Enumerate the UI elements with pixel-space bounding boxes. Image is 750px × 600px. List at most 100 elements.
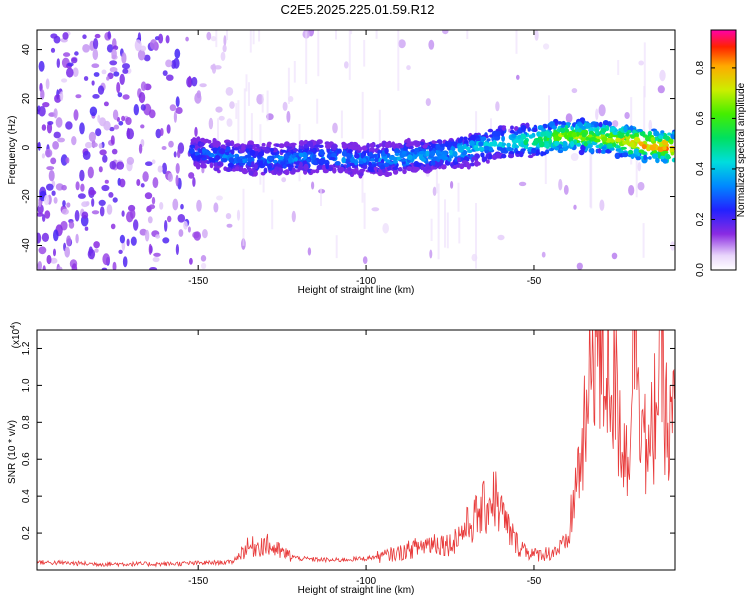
heatmap-signal-cell <box>513 139 520 143</box>
heatmap-signal-cell <box>568 136 574 142</box>
heatmap-noise-cell <box>81 211 89 219</box>
heatmap-signal-cell <box>635 156 641 161</box>
heatmap-noise-cell <box>74 210 80 222</box>
heatmap-signal-cell <box>298 140 305 146</box>
heatmap-noise-cell <box>432 186 437 196</box>
heatmap-noise-cell <box>598 104 606 117</box>
heatmap-signal-cell <box>278 143 285 149</box>
heatmap-noise-cell <box>122 256 128 268</box>
heatmap-signal-cell <box>537 125 544 131</box>
heatmap-noise-cell <box>169 104 177 112</box>
heatmap-noise-cell <box>55 117 63 128</box>
heatmap-signal-cell <box>253 163 258 170</box>
heatmap-noise-cell <box>61 208 69 215</box>
heatmap-noise-cell <box>72 67 79 77</box>
heatmap-x-tick-label: -150 <box>188 276 208 287</box>
heatmap-signal-cell <box>633 132 640 138</box>
heatmap-signal-cell <box>498 141 503 147</box>
heatmap-noise-cell <box>151 196 156 205</box>
heatmap-signal-cell <box>206 160 211 165</box>
heatmap-noise-cell <box>38 106 46 117</box>
heatmap-noise-cell <box>93 38 99 50</box>
heatmap-noise-cell <box>142 171 149 182</box>
heatmap-signal-cell <box>551 125 557 130</box>
heatmap-noise-cell <box>92 94 100 99</box>
heatmap-noise-cell <box>362 256 368 264</box>
heatmap-streak <box>350 30 353 35</box>
heatmap-signal-cell <box>368 152 373 157</box>
heatmap-signal-cell <box>312 154 317 158</box>
heatmap-signal-cell <box>657 152 662 159</box>
heatmap-signal-cell <box>392 156 398 161</box>
heatmap-noise-cell <box>93 72 100 77</box>
heatmap-y-tick-label: 20 <box>21 93 32 105</box>
heatmap-noise-cell <box>91 80 95 86</box>
heatmap-streak <box>435 157 438 194</box>
heatmap-noise-cell <box>82 150 91 160</box>
heatmap-noise-cell <box>659 69 666 82</box>
heatmap-noise-cell <box>37 261 42 270</box>
heatmap-noise-cell <box>79 169 85 182</box>
heatmap-noise-cell <box>110 135 115 145</box>
heatmap-signal-cell <box>366 142 370 149</box>
heatmap-signal-cell <box>217 162 222 166</box>
heatmap-signal-cell <box>623 125 628 132</box>
heatmap-streak <box>515 30 518 54</box>
snr-y-tick-label: 0.6 <box>21 452 32 466</box>
heatmap-signal-cell <box>621 152 629 158</box>
heatmap-signal-cell <box>478 141 484 147</box>
heatmap-signal-cell <box>616 145 621 149</box>
heatmap-noise-cell <box>41 153 46 159</box>
heatmap-signal-cell <box>298 152 304 158</box>
heatmap-signal-cell <box>652 143 657 148</box>
heatmap-signal-cell <box>652 149 657 154</box>
heatmap-signal-cell <box>581 125 587 130</box>
chart-title: C2E5.2025.225.01.59.R12 <box>280 2 435 17</box>
heatmap-noise-cell <box>97 114 101 123</box>
heatmap-signal-cell <box>651 153 659 159</box>
heatmap-noise-cell <box>223 35 227 47</box>
heatmap-noise-cell <box>194 126 198 137</box>
heatmap-signal-cell <box>414 147 420 151</box>
heatmap-signal-cell <box>241 158 246 164</box>
heatmap-signal-cell <box>269 147 274 153</box>
heatmap-streak <box>430 218 433 241</box>
heatmap-noise-cell <box>99 149 107 156</box>
heatmap-noise-cell <box>406 65 411 71</box>
heatmap-signal-cell <box>358 160 364 165</box>
heatmap-signal-cell <box>392 160 399 164</box>
heatmap-signal-cell <box>440 143 446 148</box>
heatmap-signal-cell <box>547 132 552 139</box>
heatmap-noise-cell <box>202 229 208 239</box>
heatmap-noise-cell <box>148 109 156 119</box>
heatmap-signal-cell <box>639 130 646 137</box>
heatmap-noise-cell <box>75 181 80 191</box>
heatmap-signal-cell <box>251 161 255 168</box>
heatmap-noise-cell <box>611 252 618 260</box>
heatmap-signal-cell <box>564 134 569 140</box>
heatmap-noise-cell <box>106 76 110 81</box>
heatmap-signal-cell <box>615 137 621 143</box>
heatmap-signal-cell <box>527 154 534 159</box>
heatmap-noise-cell <box>201 262 207 270</box>
snr-y-tick-label: 0.4 <box>21 489 32 503</box>
heatmap-noise-cell <box>102 253 110 266</box>
heatmap-noise-cell <box>88 189 97 196</box>
heatmap-signal-cell <box>660 130 665 134</box>
snr-y-tick-label: 0.2 <box>21 526 32 540</box>
heatmap-noise-cell <box>162 162 167 175</box>
heatmap-streak <box>258 30 261 42</box>
heatmap-noise-cell <box>98 166 103 173</box>
heatmap-noise-cell <box>109 67 118 73</box>
heatmap-noise-cell <box>98 199 106 206</box>
heatmap-streak <box>348 30 351 80</box>
heatmap-signal-cell <box>501 135 505 142</box>
heatmap-signal-cell <box>350 157 356 164</box>
heatmap-noise-cell <box>50 47 56 53</box>
heatmap-streak <box>293 61 296 83</box>
heatmap-signal-cell <box>645 136 650 142</box>
heatmap-signal-cell <box>256 144 260 149</box>
heatmap-signal-cell <box>225 167 232 172</box>
heatmap-noise-cell <box>38 200 42 208</box>
heatmap-noise-cell <box>87 248 96 260</box>
